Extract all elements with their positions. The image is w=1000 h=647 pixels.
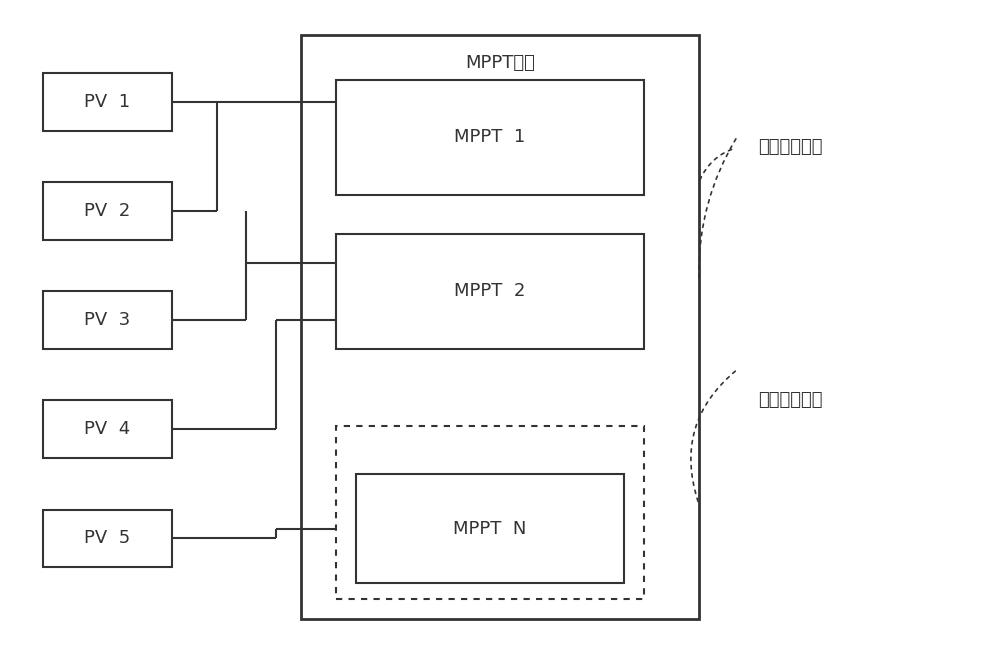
Text: MPPT  1: MPPT 1 bbox=[454, 129, 526, 146]
Text: MPPT  N: MPPT N bbox=[453, 520, 527, 538]
Text: PV  2: PV 2 bbox=[84, 203, 130, 220]
Bar bbox=[43, 291, 172, 349]
Text: PV  4: PV 4 bbox=[84, 421, 130, 438]
Text: PV  5: PV 5 bbox=[84, 529, 130, 547]
Text: MPPT  2: MPPT 2 bbox=[454, 283, 526, 300]
Bar bbox=[336, 80, 644, 195]
Text: MPPT模块: MPPT模块 bbox=[465, 54, 535, 72]
Bar bbox=[356, 474, 624, 584]
Bar bbox=[43, 73, 172, 131]
Text: PV  1: PV 1 bbox=[84, 93, 130, 111]
Bar bbox=[43, 182, 172, 240]
Text: 处于工作状态: 处于工作状态 bbox=[759, 138, 823, 156]
Bar bbox=[336, 234, 644, 349]
Bar bbox=[43, 510, 172, 567]
Text: PV  3: PV 3 bbox=[84, 311, 130, 329]
Bar bbox=[301, 35, 699, 619]
Bar bbox=[43, 400, 172, 458]
Bar bbox=[336, 426, 644, 599]
Text: 处于待命状态: 处于待命状态 bbox=[759, 391, 823, 410]
